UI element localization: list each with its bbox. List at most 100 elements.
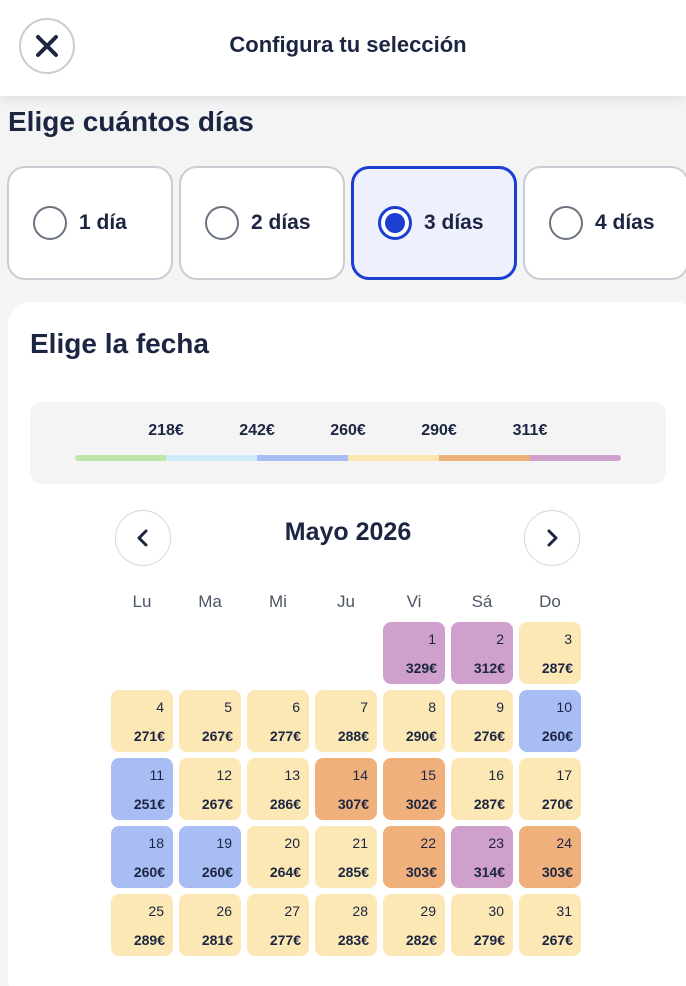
weekday-label: Vi bbox=[406, 592, 422, 611]
radio-unselected-icon bbox=[205, 206, 239, 240]
calendar-day[interactable]: 15 302€ bbox=[383, 758, 445, 820]
calendar-day[interactable]: 14 307€ bbox=[315, 758, 377, 820]
day-price: 290€ bbox=[405, 728, 437, 744]
day-number: 20 bbox=[284, 835, 300, 851]
calendar-day[interactable]: 23 314€ bbox=[451, 826, 513, 888]
page-title: Configura tu selección bbox=[229, 32, 467, 57]
day-price: 251€ bbox=[133, 796, 165, 812]
day-number: 1 bbox=[428, 631, 436, 647]
day-number: 30 bbox=[488, 903, 504, 919]
day-option-label: 2 días bbox=[251, 211, 311, 234]
day-price: 303€ bbox=[405, 864, 437, 880]
day-price: 277€ bbox=[269, 932, 301, 948]
day-number: 23 bbox=[488, 835, 504, 851]
calendar-day[interactable]: 9 276€ bbox=[451, 690, 513, 752]
calendar-day[interactable]: 12 267€ bbox=[179, 758, 241, 820]
day-price: 287€ bbox=[473, 796, 505, 812]
day-price: 329€ bbox=[405, 660, 437, 676]
calendar-day[interactable]: 24 303€ bbox=[519, 826, 581, 888]
day-number: 21 bbox=[352, 835, 368, 851]
legend-color-bar bbox=[348, 455, 439, 461]
close-button[interactable] bbox=[19, 18, 75, 74]
day-number: 25 bbox=[148, 903, 164, 919]
weekday-label: Lu bbox=[132, 592, 152, 611]
calendar-day[interactable]: 17 270€ bbox=[519, 758, 581, 820]
day-price: 303€ bbox=[541, 864, 573, 880]
calendar-day[interactable]: 2 312€ bbox=[451, 622, 513, 684]
calendar-day[interactable]: 13 286€ bbox=[247, 758, 309, 820]
day-number: 6 bbox=[292, 699, 300, 715]
day-number: 8 bbox=[428, 699, 436, 715]
calendar-day[interactable]: 21 285€ bbox=[315, 826, 377, 888]
calendar-day[interactable]: 11 251€ bbox=[111, 758, 173, 820]
next-month-button[interactable] bbox=[524, 510, 580, 566]
days-heading: Elige cuántos días bbox=[8, 106, 254, 137]
day-number: 18 bbox=[148, 835, 164, 851]
day-price: 271€ bbox=[133, 728, 165, 744]
weekday-label: Ma bbox=[198, 592, 222, 611]
day-option-3[interactable]: 3 días bbox=[351, 166, 517, 280]
calendar-day[interactable]: 22 303€ bbox=[383, 826, 445, 888]
weekday-label: Sá bbox=[471, 592, 493, 611]
calendar-day[interactable]: 16 287€ bbox=[451, 758, 513, 820]
header-bar: Configura tu selección bbox=[0, 0, 686, 96]
weekday-label: Mi bbox=[269, 592, 287, 611]
day-number: 19 bbox=[216, 835, 232, 851]
chevron-left-icon bbox=[137, 529, 148, 547]
day-price: 283€ bbox=[337, 932, 369, 948]
calendar-day[interactable]: 5 267€ bbox=[179, 690, 241, 752]
calendar-day[interactable]: 31 267€ bbox=[519, 894, 581, 956]
day-number: 2 bbox=[496, 631, 504, 647]
day-price: 286€ bbox=[269, 796, 301, 812]
day-price: 267€ bbox=[201, 728, 233, 744]
day-option-1[interactable]: 1 día bbox=[7, 166, 173, 280]
calendar-day[interactable]: 4 271€ bbox=[111, 690, 173, 752]
price-legend: 218€ 242€ 260€ 290€ 311€ bbox=[30, 402, 666, 484]
days-options: 1 día 2 días 3 días 4 días bbox=[7, 166, 686, 280]
calendar-day[interactable]: 29 282€ bbox=[383, 894, 445, 956]
calendar-day[interactable]: 27 277€ bbox=[247, 894, 309, 956]
calendar-day[interactable]: 1 329€ bbox=[383, 622, 445, 684]
day-price: 267€ bbox=[201, 796, 233, 812]
day-number: 16 bbox=[488, 767, 504, 783]
calendar-day[interactable]: 18 260€ bbox=[111, 826, 173, 888]
calendar-day[interactable]: 20 264€ bbox=[247, 826, 309, 888]
calendar-day[interactable]: 19 260€ bbox=[179, 826, 241, 888]
day-price: 281€ bbox=[201, 932, 233, 948]
day-option-2[interactable]: 2 días bbox=[179, 166, 345, 280]
day-number: 17 bbox=[556, 767, 572, 783]
legend-price: 242€ bbox=[239, 422, 275, 439]
day-number: 10 bbox=[556, 699, 572, 715]
day-price: 312€ bbox=[473, 660, 505, 676]
day-price: 314€ bbox=[473, 864, 505, 880]
day-price: 302€ bbox=[405, 796, 437, 812]
day-price: 289€ bbox=[133, 932, 165, 948]
calendar-day[interactable]: 26 281€ bbox=[179, 894, 241, 956]
calendar-day[interactable]: 8 290€ bbox=[383, 690, 445, 752]
day-price: 260€ bbox=[201, 864, 233, 880]
legend-color-bar bbox=[530, 455, 621, 461]
day-price: 270€ bbox=[541, 796, 573, 812]
legend-color-bar bbox=[166, 455, 257, 461]
day-number: 4 bbox=[156, 699, 164, 715]
day-option-4[interactable]: 4 días bbox=[523, 166, 686, 280]
calendar-day[interactable]: 7 288€ bbox=[315, 690, 377, 752]
day-number: 13 bbox=[284, 767, 300, 783]
calendar-day[interactable]: 25 289€ bbox=[111, 894, 173, 956]
day-price: 260€ bbox=[541, 728, 573, 744]
calendar-day[interactable]: 30 279€ bbox=[451, 894, 513, 956]
day-option-label: 3 días bbox=[424, 211, 484, 234]
day-number: 24 bbox=[556, 835, 572, 851]
month-title: Mayo 2026 bbox=[284, 518, 412, 546]
calendar-day[interactable]: 6 277€ bbox=[247, 690, 309, 752]
calendar-day[interactable]: 28 283€ bbox=[315, 894, 377, 956]
calendar-day[interactable]: 10 260€ bbox=[519, 690, 581, 752]
date-card: Elige la fecha 218€ 242€ 260€ 290€ 311€ … bbox=[8, 302, 686, 986]
legend-price: 290€ bbox=[421, 422, 457, 439]
day-price: 285€ bbox=[337, 864, 369, 880]
prev-month-button[interactable] bbox=[115, 510, 171, 566]
day-price: 260€ bbox=[133, 864, 165, 880]
calendar-day[interactable]: 3 287€ bbox=[519, 622, 581, 684]
day-price: 288€ bbox=[337, 728, 369, 744]
legend-price: 311€ bbox=[512, 422, 548, 439]
